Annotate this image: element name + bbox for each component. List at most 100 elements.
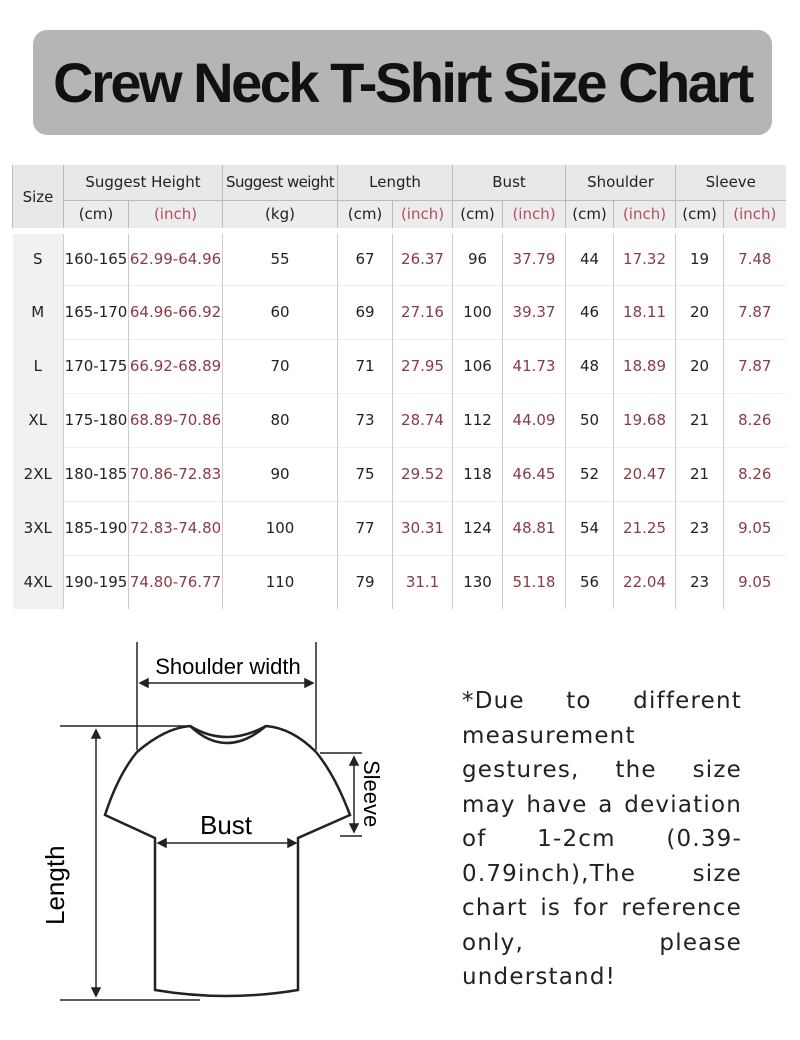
value-cell: 80 bbox=[222, 392, 338, 447]
table-body: S 160-165 62.99-64.96 55 67 26.37 96 37.79 44 17.… bbox=[12, 228, 786, 609]
value-cell: 79 bbox=[337, 554, 393, 609]
value-cell: 9.05 bbox=[723, 500, 786, 555]
value-cell: 100 bbox=[452, 284, 503, 339]
value-cell: 75 bbox=[337, 446, 393, 501]
value-cell: 52 bbox=[565, 446, 614, 501]
shoulder-width-label: Shoulder width bbox=[155, 654, 301, 679]
value-cell: 130 bbox=[452, 554, 503, 609]
size-cell: M bbox=[12, 284, 64, 339]
group-header: Shoulder bbox=[565, 165, 676, 200]
value-cell: 8.26 bbox=[723, 392, 786, 447]
value-cell: 175-180 bbox=[63, 392, 129, 447]
value-cell: 18.11 bbox=[613, 284, 676, 339]
sleeve-label: Sleeve bbox=[359, 760, 384, 827]
value-cell: 180-185 bbox=[63, 446, 129, 501]
value-cell: 39.37 bbox=[502, 284, 566, 339]
value-cell: 72.83-74.80 bbox=[127, 500, 223, 555]
value-cell: 73 bbox=[337, 392, 393, 447]
value-cell: 29.52 bbox=[392, 446, 453, 501]
value-cell: 71 bbox=[337, 338, 393, 393]
measurement-note: *Due to different measurement gestures, … bbox=[462, 688, 742, 990]
value-cell: 106 bbox=[452, 338, 503, 393]
value-cell: 185-190 bbox=[63, 500, 129, 555]
unit-header: (inch) bbox=[723, 199, 786, 231]
value-cell: 165-170 bbox=[63, 284, 129, 339]
table-row: L 170-175 66.92-68.89 70 71 27.95 106 41.73 48 18… bbox=[12, 338, 786, 393]
unit-header: (inch) bbox=[392, 199, 453, 231]
value-cell: 7.48 bbox=[723, 228, 786, 285]
size-cell: 2XL bbox=[12, 446, 64, 501]
value-cell: 110 bbox=[222, 554, 338, 609]
value-cell: 19 bbox=[675, 228, 724, 285]
value-cell: 70 bbox=[222, 338, 338, 393]
value-cell: 27.95 bbox=[392, 338, 453, 393]
unit-header: (cm) bbox=[452, 199, 503, 231]
value-cell: 56 bbox=[565, 554, 614, 609]
value-cell: 7.87 bbox=[723, 284, 786, 339]
value-cell: 70.86-72.83 bbox=[127, 446, 223, 501]
value-cell: 68.89-70.86 bbox=[127, 392, 223, 447]
value-cell: 21 bbox=[675, 446, 724, 501]
value-cell: 48 bbox=[565, 338, 614, 393]
tshirt-diagram: Shoulder width Bust Sleeve Length bbox=[40, 642, 384, 1001]
value-cell: 190-195 bbox=[63, 554, 129, 609]
value-cell: 20 bbox=[675, 338, 724, 393]
size-cell: S bbox=[12, 228, 64, 285]
value-cell: 30.31 bbox=[392, 500, 453, 555]
size-header: Size bbox=[12, 165, 64, 231]
table-row: 3XL 185-190 72.83-74.80 100 77 30.31 124 48.81 5… bbox=[12, 500, 786, 555]
title-banner: Crew Neck T-Shirt Size Chart bbox=[33, 30, 772, 135]
value-cell: 77 bbox=[337, 500, 393, 555]
size-cell: L bbox=[12, 338, 64, 393]
group-header: Suggest weight bbox=[222, 165, 338, 200]
value-cell: 66.92-68.89 bbox=[127, 338, 223, 393]
value-cell: 23 bbox=[675, 554, 724, 609]
unit-header: (cm) bbox=[565, 199, 614, 231]
value-cell: 31.1 bbox=[392, 554, 453, 609]
value-cell: 9.05 bbox=[723, 554, 786, 609]
value-cell: 20 bbox=[675, 284, 724, 339]
value-cell: 48.81 bbox=[502, 500, 566, 555]
value-cell: 62.99-64.96 bbox=[127, 228, 223, 285]
value-cell: 26.37 bbox=[392, 228, 453, 285]
table-row: XL 175-180 68.89-70.86 80 73 28.74 112 44.09 50 1… bbox=[12, 392, 786, 447]
value-cell: 46.45 bbox=[502, 446, 566, 501]
size-table: Size Suggest Height Suggest weight Lengt… bbox=[12, 165, 786, 609]
group-header: Length bbox=[337, 165, 453, 200]
value-cell: 17.32 bbox=[613, 228, 676, 285]
value-cell: 124 bbox=[452, 500, 503, 555]
value-cell: 90 bbox=[222, 446, 338, 501]
value-cell: 19.68 bbox=[613, 392, 676, 447]
value-cell: 74.80-76.77 bbox=[127, 554, 223, 609]
value-cell: 96 bbox=[452, 228, 503, 285]
unit-header: (inch) bbox=[613, 199, 676, 231]
unit-header: (inch) bbox=[127, 199, 223, 231]
table-row: 2XL 180-185 70.86-72.83 90 75 29.52 118 46.45 52… bbox=[12, 446, 786, 501]
unit-header: (cm) bbox=[63, 199, 129, 231]
size-cell: 3XL bbox=[12, 500, 64, 555]
value-cell: 51.18 bbox=[502, 554, 566, 609]
value-cell: 27.16 bbox=[392, 284, 453, 339]
unit-header: (cm) bbox=[675, 199, 724, 231]
value-cell: 37.79 bbox=[502, 228, 566, 285]
group-header: Sleeve bbox=[675, 165, 786, 200]
unit-header: (kg) bbox=[222, 199, 338, 231]
value-cell: 7.87 bbox=[723, 338, 786, 393]
page-title: Crew Neck T-Shirt Size Chart bbox=[53, 51, 754, 114]
value-cell: 55 bbox=[222, 228, 338, 285]
value-cell: 170-175 bbox=[63, 338, 129, 393]
value-cell: 100 bbox=[222, 500, 338, 555]
table-row: M 165-170 64.96-66.92 60 69 27.16 100 39.37 46 18… bbox=[12, 284, 786, 339]
value-cell: 23 bbox=[675, 500, 724, 555]
table-row: 4XL 190-195 74.80-76.77 110 79 31.1 130 51.18 56… bbox=[12, 554, 786, 609]
value-cell: 8.26 bbox=[723, 446, 786, 501]
table-row: S 160-165 62.99-64.96 55 67 26.37 96 37.79 44 17.… bbox=[12, 228, 786, 285]
tshirt-outline bbox=[103, 724, 352, 998]
value-cell: 28.74 bbox=[392, 392, 453, 447]
header-row-groups: Size Suggest Height Suggest weight Lengt… bbox=[12, 165, 786, 231]
value-cell: 50 bbox=[565, 392, 614, 447]
value-cell: 54 bbox=[565, 500, 614, 555]
unit-header: (inch) bbox=[502, 199, 566, 231]
value-cell: 18.89 bbox=[613, 338, 676, 393]
value-cell: 44 bbox=[565, 228, 614, 285]
